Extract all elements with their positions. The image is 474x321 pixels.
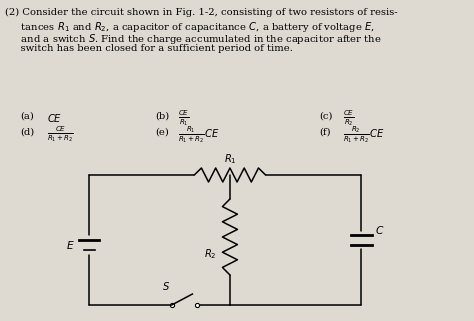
Text: $\frac{CE}{R_1+R_2}$: $\frac{CE}{R_1+R_2}$ bbox=[47, 124, 74, 143]
Text: $\frac{R_2}{R_1+R_2}CE$: $\frac{R_2}{R_1+R_2}CE$ bbox=[343, 124, 384, 145]
Text: (a): (a) bbox=[21, 112, 35, 121]
Text: $R_2$: $R_2$ bbox=[204, 247, 217, 261]
Text: $R_1$: $R_1$ bbox=[224, 152, 237, 166]
Text: $E$: $E$ bbox=[66, 239, 75, 251]
Text: tances $R_1$ and $R_2$, a capacitor of capacitance $C$, a battery of voltage $E$: tances $R_1$ and $R_2$, a capacitor of c… bbox=[5, 20, 374, 34]
Text: $C$: $C$ bbox=[375, 224, 385, 236]
Text: (f): (f) bbox=[319, 128, 331, 137]
Text: (c): (c) bbox=[319, 112, 333, 121]
Text: $CE$: $CE$ bbox=[47, 112, 62, 124]
Text: $\frac{CE}{R_2}$: $\frac{CE}{R_2}$ bbox=[343, 108, 354, 127]
Text: switch has been closed for a sufficient period of time.: switch has been closed for a sufficient … bbox=[5, 44, 292, 53]
Text: (e): (e) bbox=[155, 128, 169, 137]
Text: $\frac{CE}{R_1}$: $\frac{CE}{R_1}$ bbox=[178, 108, 190, 127]
Text: (d): (d) bbox=[21, 128, 35, 137]
Text: and a switch $S$. Find the charge accumulated in the capacitor after the: and a switch $S$. Find the charge accumu… bbox=[5, 32, 381, 46]
Text: (b): (b) bbox=[155, 112, 169, 121]
Text: $S$: $S$ bbox=[162, 280, 170, 292]
Text: $\frac{R_1}{R_1+R_2}CE$: $\frac{R_1}{R_1+R_2}CE$ bbox=[178, 124, 220, 145]
Text: (2) Consider the circuit shown in Fig. 1-2, consisting of two resistors of resis: (2) Consider the circuit shown in Fig. 1… bbox=[5, 8, 397, 17]
